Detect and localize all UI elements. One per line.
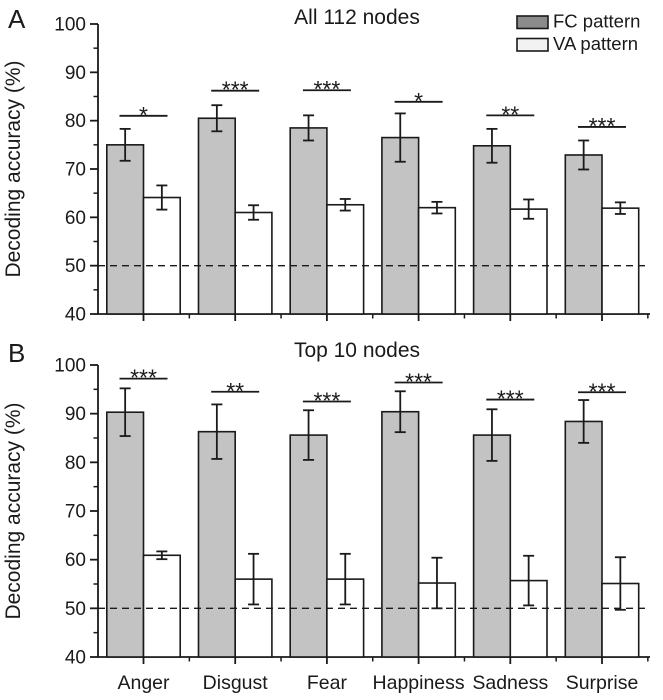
panel-a-bar-fc-fear bbox=[289, 127, 328, 315]
legend-swatch-va bbox=[516, 37, 549, 52]
panel-a-y-tick-label-40: 40 bbox=[65, 305, 86, 326]
panel-a-sig-stars-surprise: *** bbox=[589, 113, 616, 139]
panel-b-sig-stars-sadness: *** bbox=[497, 386, 524, 412]
panel-a-bar-va-fear bbox=[326, 203, 365, 315]
panel-b-title: Top 10 nodes bbox=[294, 339, 420, 362]
panel-b-y-tick-label-40: 40 bbox=[65, 648, 86, 669]
legend-label-fc: FC pattern bbox=[553, 11, 640, 32]
legend-swatch-fc bbox=[516, 15, 549, 30]
panel-b-bar-fc-anger bbox=[106, 411, 145, 658]
panel-a-bar-fc-happiness bbox=[381, 136, 420, 315]
panel-a-bar-va-sadness bbox=[509, 208, 548, 315]
panel-a-y-tick-label-70: 70 bbox=[65, 160, 86, 181]
panel-b-bar-fc-fear bbox=[289, 434, 328, 658]
panel-a-bar-fc-surprise bbox=[564, 154, 603, 315]
panel-b-y-tick-label-100: 100 bbox=[54, 356, 86, 377]
panel-a-title: All 112 nodes bbox=[294, 6, 420, 29]
panel-b-sig-stars-happiness: *** bbox=[405, 369, 432, 395]
x-label-happiness: Happiness bbox=[373, 672, 465, 694]
panel-a-bar-va-surprise bbox=[601, 207, 640, 315]
panel-b-bar-fc-surprise bbox=[564, 420, 603, 658]
x-label-anger: Anger bbox=[117, 672, 170, 694]
panel-a-sig-stars-happiness: * bbox=[414, 88, 423, 114]
panel-a-bar-va-happiness bbox=[417, 206, 457, 315]
panel-a-sig-stars-disgust: *** bbox=[222, 77, 249, 103]
panel-a-y-tick-label-80: 80 bbox=[65, 111, 86, 132]
panel-a-sig-stars-anger: * bbox=[139, 102, 148, 128]
panel-a-sig-stars-sadness: ** bbox=[501, 101, 519, 127]
panel-b-y-tick-label-70: 70 bbox=[65, 502, 86, 523]
panel-a-y-tick-label-100: 100 bbox=[54, 15, 86, 36]
x-label-sadness: Sadness bbox=[472, 672, 548, 694]
panel-b-bar-fc-disgust bbox=[197, 430, 237, 658]
panel-a-bar-va-disgust bbox=[234, 211, 273, 315]
panel-b-bar-va-anger bbox=[142, 554, 182, 658]
panel-a-letter: A bbox=[8, 4, 26, 34]
panel-a-y-axis-label: Decoding accuracy (%) bbox=[2, 60, 25, 277]
panel-a-bar-fc-disgust bbox=[197, 117, 237, 315]
panel-a-sig-stars-fear: *** bbox=[313, 76, 340, 102]
panel-a-bar-fc-anger bbox=[106, 144, 145, 315]
x-label-fear: Fear bbox=[307, 672, 348, 694]
panel-b-sig-stars-fear: *** bbox=[313, 388, 340, 414]
panel-b-y-tick-label-80: 80 bbox=[65, 453, 86, 474]
legend-label-va: VA pattern bbox=[553, 33, 638, 54]
x-label-disgust: Disgust bbox=[203, 672, 269, 694]
panel-b-bar-fc-sadness bbox=[472, 434, 512, 658]
panel-b-sig-stars-surprise: *** bbox=[589, 378, 616, 404]
panel-b-y-tick-label-50: 50 bbox=[65, 599, 86, 620]
panel-a-bar-fc-sadness bbox=[472, 145, 512, 315]
panel-b-sig-stars-disgust: ** bbox=[226, 378, 244, 404]
panel-b-bar-fc-happiness bbox=[381, 410, 420, 658]
panel-b-y-axis-label: Decoding accuracy (%) bbox=[2, 402, 25, 619]
x-label-surprise: Surprise bbox=[566, 672, 639, 694]
panel-b-letter: B bbox=[8, 338, 25, 368]
panel-b-y-tick-label-90: 90 bbox=[65, 404, 86, 425]
panel-b-y-tick-label-60: 60 bbox=[65, 550, 86, 571]
panel-a-bar-va-anger bbox=[142, 196, 182, 315]
panel-a-y-tick-label-60: 60 bbox=[65, 208, 86, 229]
panel-b-sig-stars-anger: *** bbox=[130, 365, 157, 391]
panel-a-y-tick-label-50: 50 bbox=[65, 256, 86, 277]
panel-a-y-tick-label-90: 90 bbox=[65, 63, 86, 84]
